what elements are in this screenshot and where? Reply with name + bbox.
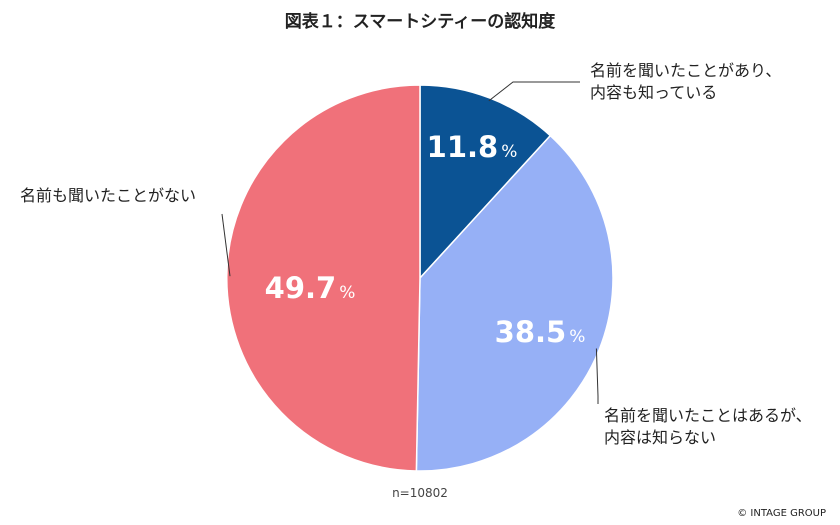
leader-lines: [221, 81, 599, 404]
pie-slices: [226, 84, 614, 472]
copyright-credit: © INTAGE GROUP: [737, 508, 826, 519]
sample-size-note: n=10802: [392, 486, 448, 500]
pie-slice: [415, 134, 614, 472]
value-labels: 11.8 % 38.5 % 49.7%: [265, 130, 586, 349]
pie-slice: [226, 84, 421, 472]
value-label: 49.7%: [265, 271, 356, 305]
chart-title: 図表１：スマートシティーの認知度: [285, 11, 556, 32]
category-label: 名前を聞いたことはあるが、内容は知らない: [604, 406, 812, 447]
leader-line: [221, 213, 231, 277]
category-label: 名前も聞いたことがない: [20, 186, 196, 205]
category-labels: 名前を聞いたことがあり、内容も知っている名前を聞いたことはあるが、内容は知らない…: [20, 61, 812, 447]
value-label: 38.5%: [495, 315, 586, 349]
leader-line: [488, 81, 580, 102]
value-label: 11.8%: [427, 130, 518, 164]
leader-line: [595, 348, 599, 404]
pie-slice: [419, 84, 552, 280]
category-label: 名前を聞いたことがあり、内容も知っている: [590, 61, 781, 102]
